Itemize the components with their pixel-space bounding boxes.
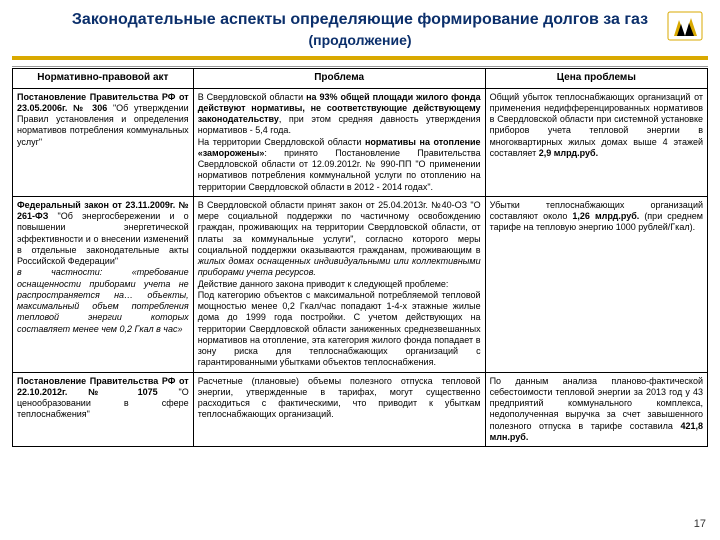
cell-price: По данным анализа планово-фактической се… — [485, 372, 707, 447]
table-row: Федеральный закон от 23.11.2009г. № 261-… — [13, 196, 708, 372]
cell-problem: В Свердловской области на 93% общей площ… — [193, 88, 485, 196]
slide-title: Законодательные аспекты определяющие фор… — [12, 10, 708, 30]
table-row: Постановление Правительства РФ от 22.10.… — [13, 372, 708, 447]
cell-price: Убытки теплоснабжающих организаций соста… — [485, 196, 707, 372]
cell-price: Общий убыток теплоснабжающих организаций… — [485, 88, 707, 196]
legislation-table: Нормативно-правовой акт Проблема Цена пр… — [12, 68, 708, 447]
table-header-row: Нормативно-правовой акт Проблема Цена пр… — [13, 69, 708, 89]
col-act: Нормативно-правовой акт — [13, 69, 194, 89]
slide: Законодательные аспекты определяющие фор… — [0, 0, 720, 540]
col-price: Цена проблемы — [485, 69, 707, 89]
slide-subtitle: (продолжение) — [12, 32, 708, 48]
cell-act: Постановление Правительства РФ от 23.05.… — [13, 88, 194, 196]
col-problem: Проблема — [193, 69, 485, 89]
divider — [12, 66, 708, 67]
table-row: Постановление Правительства РФ от 23.05.… — [13, 88, 708, 196]
cell-problem: Расчетные (плановые) объемы полезного от… — [193, 372, 485, 447]
accent-bar — [12, 56, 708, 60]
cell-act: Федеральный закон от 23.11.2009г. № 261-… — [13, 196, 194, 372]
company-logo-icon — [664, 6, 706, 51]
page-number: 17 — [694, 518, 706, 530]
cell-act: Постановление Правительства РФ от 22.10.… — [13, 372, 194, 447]
cell-problem: В Свердловской области принят закон от 2… — [193, 196, 485, 372]
